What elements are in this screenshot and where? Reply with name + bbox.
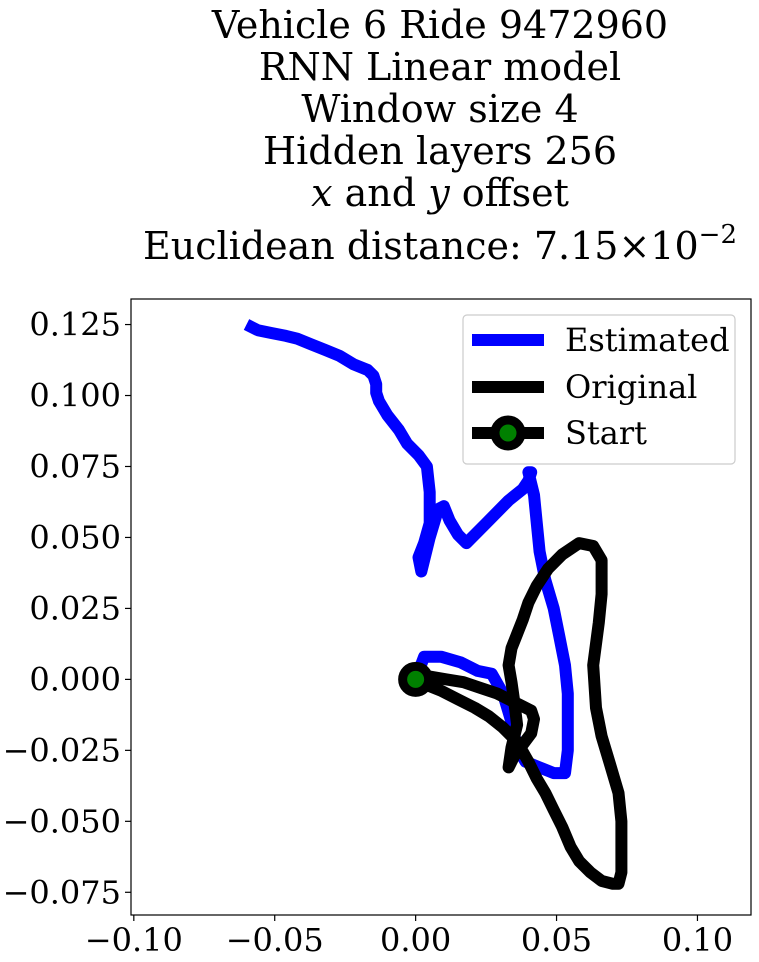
y-tick-label: −0.075	[3, 873, 121, 911]
legend-marker-start	[490, 415, 526, 451]
title-y-var: y	[428, 171, 450, 215]
y-tick-label: −0.050	[3, 802, 121, 840]
x-tick-label: −0.05	[226, 921, 324, 959]
title-line-1: Vehicle 6 Ride 9472960	[211, 3, 669, 47]
title-line-5: x and y offset	[60, 172, 759, 214]
y-tick-label: −0.025	[3, 731, 121, 769]
title-and: and	[344, 171, 417, 215]
legend-label-original: Original	[565, 368, 697, 406]
y-tick-label: 0.125	[29, 306, 121, 344]
legend-label-start: Start	[565, 414, 647, 452]
y-tick-label: 0.100	[29, 377, 121, 415]
title-line-2: RNN Linear model	[258, 45, 622, 89]
y-tick-label: 0.075	[29, 447, 121, 485]
y-tick-label: 0.050	[29, 518, 121, 556]
title-offset: offset	[461, 171, 569, 215]
series-line-original	[412, 537, 628, 890]
legend-label-estimated: Estimated	[565, 321, 730, 359]
title-distance: Euclidean distance: 7.15×10	[143, 224, 699, 268]
x-tick-label: 0.00	[380, 921, 451, 959]
axes-frame	[130, 298, 752, 916]
legend-box	[462, 314, 736, 465]
title-exponent: −2	[698, 220, 737, 250]
title-line-4: Hidden layers 256	[262, 129, 618, 173]
title-line-3: Window size 4	[301, 87, 579, 131]
title-x-var: x	[311, 171, 333, 215]
x-tick-label: −0.10	[85, 921, 183, 959]
title-line-6: Euclidean distance: 7.15×10−2	[60, 214, 759, 267]
y-tick-label: 0.025	[29, 589, 121, 627]
chart-title: Vehicle 6 Ride 9472960 RNN Linear model …	[60, 0, 759, 267]
x-tick-label: 0.05	[521, 921, 592, 959]
start-marker	[398, 661, 434, 697]
y-tick-label: 0.000	[29, 660, 121, 698]
x-tick-label: 0.10	[662, 921, 733, 959]
